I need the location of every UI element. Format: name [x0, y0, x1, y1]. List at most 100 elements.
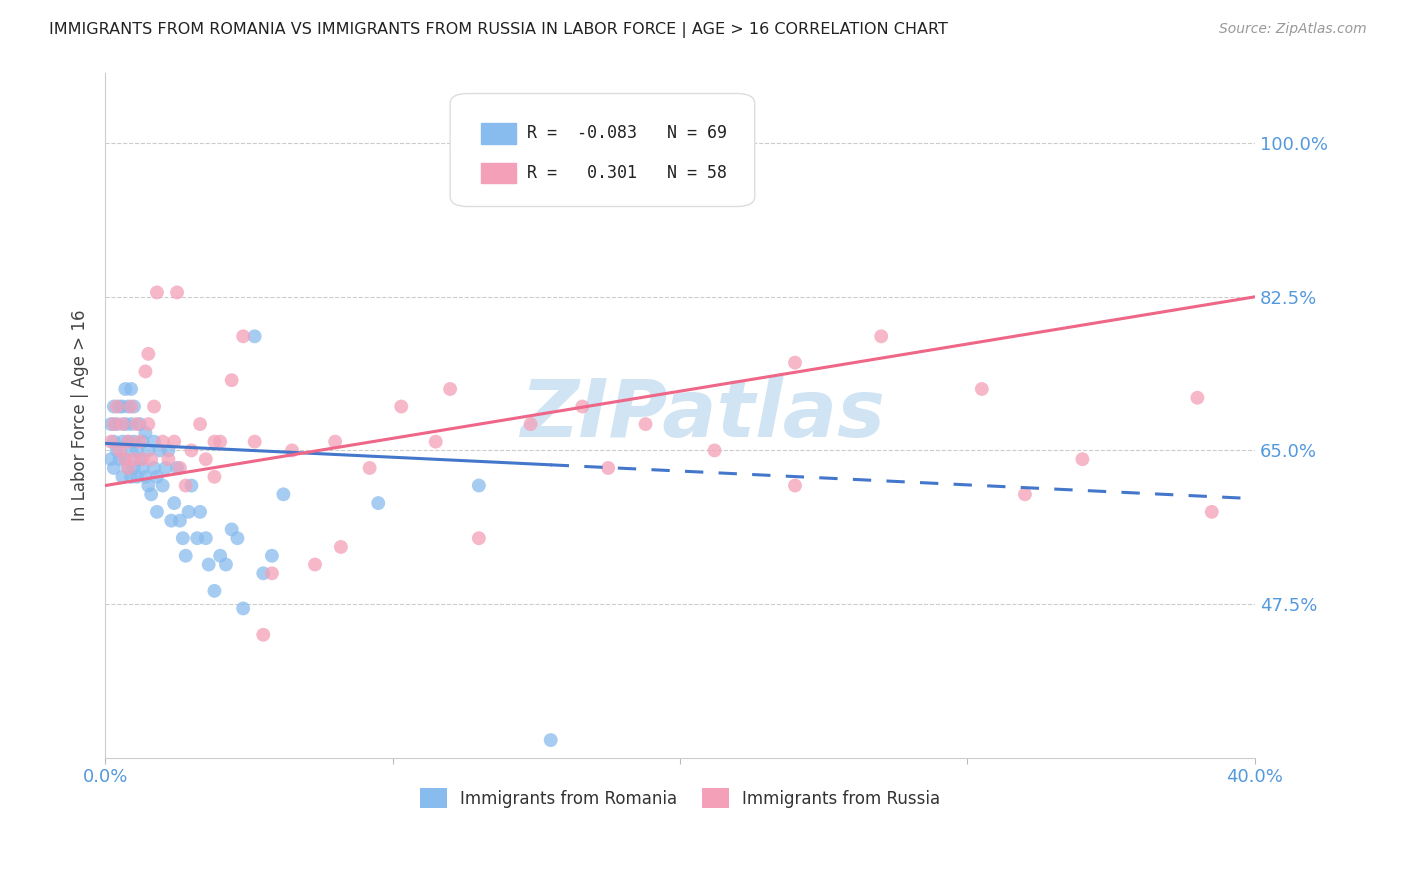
Point [169, 514, 191, 528]
Point [519, 417, 541, 431]
Point [260, 566, 283, 581]
Point [215, 558, 238, 572]
Point [117, 400, 139, 414]
Point [152, 434, 174, 449]
Point [281, 443, 304, 458]
Point [117, 434, 139, 449]
Point [1071, 452, 1094, 467]
Point [157, 452, 180, 467]
Point [197, 558, 219, 572]
Point [103, 461, 125, 475]
Point [540, 733, 562, 747]
Point [367, 496, 389, 510]
Point [232, 601, 254, 615]
Point [122, 452, 145, 467]
Point [1014, 487, 1036, 501]
Point [970, 382, 993, 396]
Point [204, 434, 226, 449]
Point [634, 417, 657, 431]
Point [136, 478, 159, 492]
Point [163, 496, 186, 510]
Point [114, 417, 136, 431]
Point [174, 478, 197, 492]
Point [114, 452, 136, 467]
Point [468, 531, 491, 545]
Point [125, 443, 148, 458]
Point [120, 443, 142, 458]
Y-axis label: In Labor Force | Age > 16: In Labor Force | Age > 16 [72, 310, 89, 521]
Point [122, 461, 145, 475]
Point [468, 478, 491, 492]
Point [120, 469, 142, 483]
Point [114, 452, 136, 467]
Point [359, 461, 381, 475]
Point [323, 434, 346, 449]
Point [125, 469, 148, 483]
Point [134, 425, 156, 440]
Point [152, 478, 174, 492]
Point [108, 452, 131, 467]
Point [870, 329, 893, 343]
Point [120, 417, 142, 431]
Point [111, 417, 134, 431]
Point [598, 461, 620, 475]
Point [111, 469, 134, 483]
Point [128, 434, 150, 449]
Point [243, 434, 266, 449]
Point [186, 531, 208, 545]
Point [105, 417, 128, 431]
Point [114, 382, 136, 396]
Point [122, 400, 145, 414]
Point [143, 461, 166, 475]
Point [172, 531, 194, 545]
Point [155, 461, 177, 475]
Point [143, 434, 166, 449]
Point [425, 434, 447, 449]
Point [117, 434, 139, 449]
Point [194, 531, 217, 545]
Point [100, 417, 122, 431]
Text: IMMIGRANTS FROM ROMANIA VS IMMIGRANTS FROM RUSSIA IN LABOR FORCE | AGE > 16 CORR: IMMIGRANTS FROM ROMANIA VS IMMIGRANTS FR… [49, 22, 948, 38]
Point [141, 487, 163, 501]
Point [103, 434, 125, 449]
Text: Source: ZipAtlas.com: Source: ZipAtlas.com [1219, 22, 1367, 37]
Point [134, 469, 156, 483]
Point [111, 400, 134, 414]
Bar [481, 123, 516, 144]
Point [157, 443, 180, 458]
Point [204, 583, 226, 598]
Bar [481, 163, 516, 184]
Point [180, 478, 202, 492]
Point [128, 452, 150, 467]
Point [188, 505, 211, 519]
Point [166, 461, 188, 475]
Point [108, 443, 131, 458]
Point [180, 443, 202, 458]
Point [146, 285, 169, 300]
Point [209, 434, 232, 449]
Point [120, 400, 142, 414]
Point [105, 443, 128, 458]
Point [243, 329, 266, 343]
Point [136, 347, 159, 361]
Point [125, 417, 148, 431]
Point [108, 400, 131, 414]
Point [117, 461, 139, 475]
Point [1187, 391, 1209, 405]
Point [188, 417, 211, 431]
Legend: Immigrants from Romania, Immigrants from Russia: Immigrants from Romania, Immigrants from… [413, 781, 946, 814]
Point [329, 540, 352, 554]
Point [232, 329, 254, 343]
Point [163, 434, 186, 449]
Point [273, 487, 295, 501]
Point [177, 505, 200, 519]
Point [146, 469, 169, 483]
FancyBboxPatch shape [450, 94, 755, 206]
Point [439, 382, 461, 396]
Point [141, 452, 163, 467]
Point [169, 461, 191, 475]
Point [209, 549, 232, 563]
Point [143, 400, 166, 414]
Point [1201, 505, 1223, 519]
Point [146, 505, 169, 519]
